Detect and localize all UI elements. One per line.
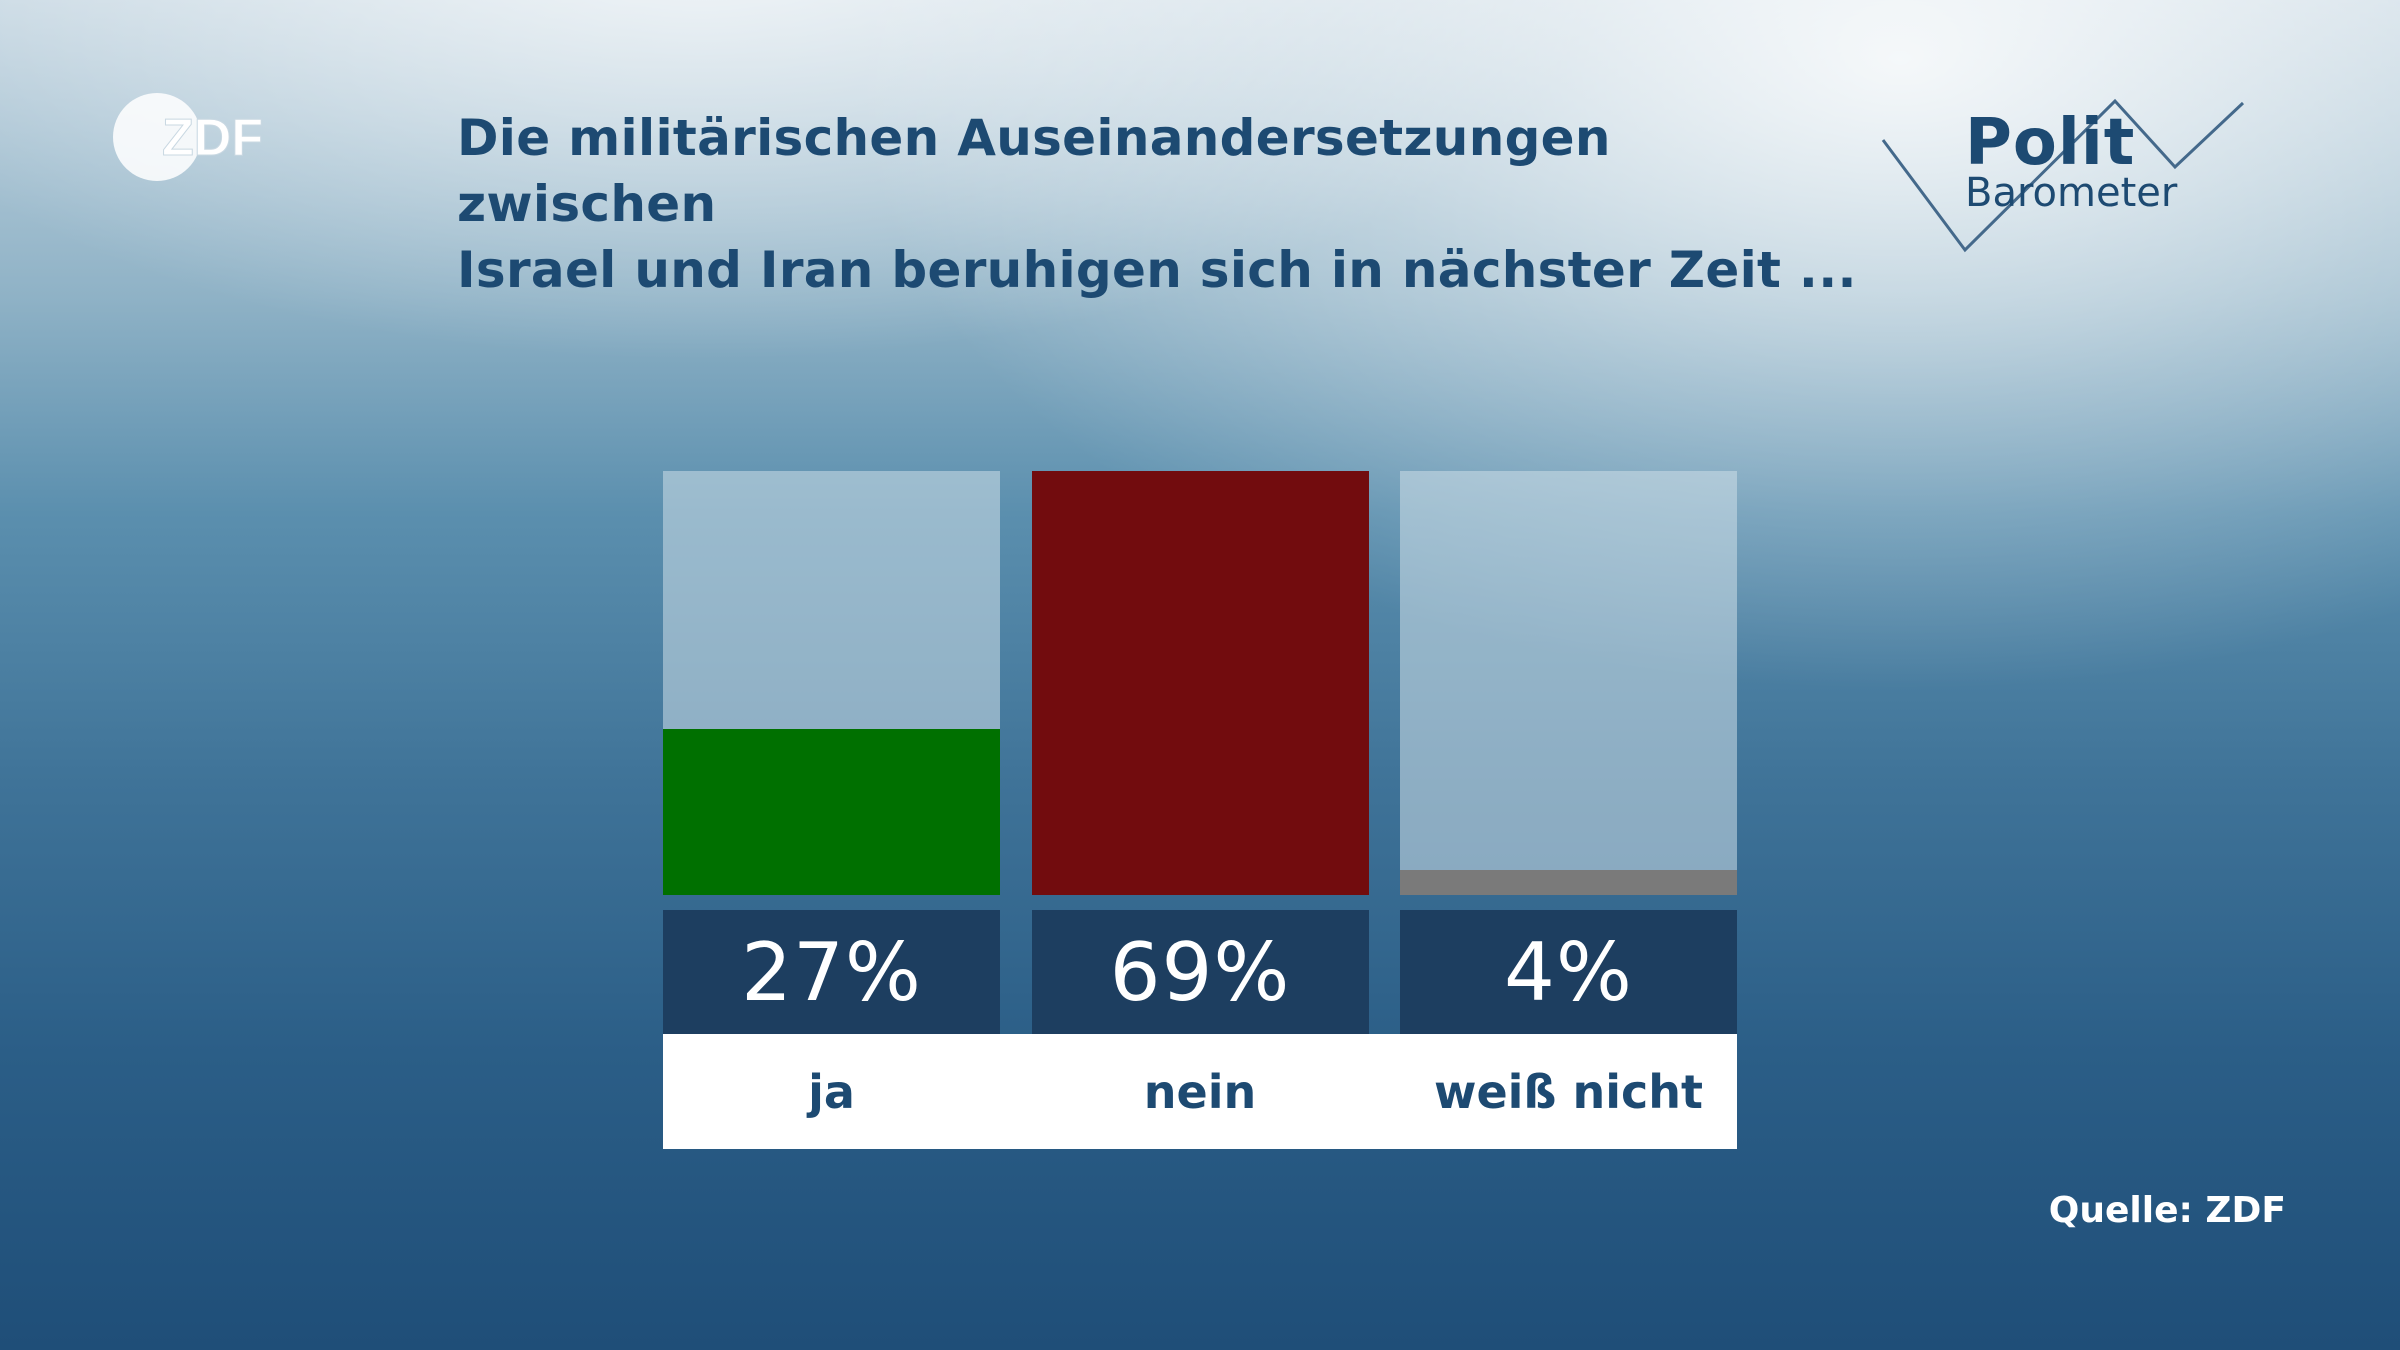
value-label-wei-nicht: 4% [1400,910,1737,1034]
category-label-nein: nein [1143,1064,1257,1119]
zdf-logo-text: ZDF [162,109,263,167]
category-label-ja: ja [808,1064,855,1119]
politbarometer-logo-graphic [1881,98,2245,253]
source-note: Quelle: ZDF [2048,1190,2286,1231]
bar-ja [663,729,1000,895]
category-label-strip [663,1034,1737,1149]
bar-track-wei-nicht [1400,471,1737,895]
chart-title-line-1: Die militärischen Auseinandersetzungen z… [457,109,1611,233]
zdf-logo: ZDF [113,93,264,181]
politbarometer-word-barometer: Barometer [1965,170,2178,216]
category-label-wei-nicht: weiß nicht [1433,1064,1704,1119]
chart-title-line-2: Israel und Iran beruhigen sich in nächst… [457,241,1857,299]
bar-wei-nicht [1400,870,1737,895]
bar-nein [1031,471,1369,895]
chart-title: Die militärischen Auseinandersetzungen z… [457,105,1857,303]
value-label-ja: 27% [663,910,1000,1034]
value-label-nein: 69% [1031,910,1369,1034]
politbarometer-word-polit: Polit [1965,106,2136,180]
